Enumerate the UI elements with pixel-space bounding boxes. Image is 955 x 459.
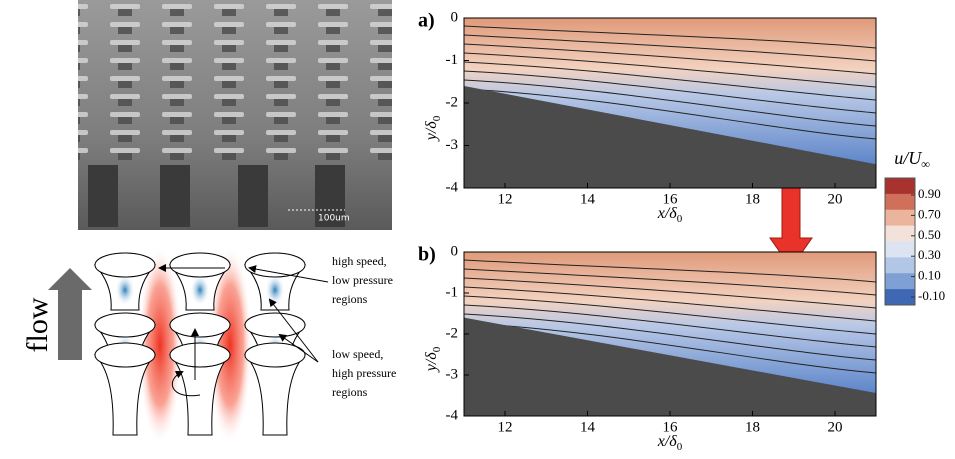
annotation: regions: [332, 385, 368, 399]
funnel-top: [245, 253, 305, 277]
funnel-core: [115, 274, 135, 306]
y-axis-label-sub: 0: [431, 346, 443, 352]
funnel-top: [170, 343, 230, 367]
colorbar-segment: [885, 178, 915, 194]
y-axis-label-sub: 0: [431, 115, 443, 121]
colorbar-segment: [885, 257, 915, 273]
schematic: [48, 245, 328, 445]
y-tick-label: -2: [446, 94, 459, 110]
funnel-top: [170, 253, 230, 277]
panel-label: b): [418, 244, 436, 266]
flow-label: flow: [21, 297, 54, 352]
figure: 100um flow high speed, low pressure region…: [0, 0, 955, 454]
y-tick-label: -1: [446, 52, 459, 68]
x-axis-label: x/δ0: [657, 433, 683, 453]
colorbar-title-main: u/U: [894, 148, 922, 168]
y-axis-label-main: y/δ: [423, 352, 440, 374]
y-tick-label: -4: [446, 407, 459, 423]
x-axis-label-sub: 0: [677, 441, 683, 453]
y-tick-label: -3: [446, 137, 459, 153]
annotation: regions: [332, 292, 368, 306]
x-axis-label-main: x/δ: [657, 433, 678, 450]
x-tick-label: 14: [580, 419, 596, 435]
colorbar-title-sub: ∞: [921, 157, 930, 171]
sem-pillars: [78, 0, 392, 160]
annotation: low pressure: [332, 273, 393, 287]
funnel-top: [95, 313, 155, 337]
funnel-core: [265, 274, 285, 306]
y-tick-label: 0: [451, 243, 459, 259]
x-tick-label: 18: [745, 191, 760, 207]
colorbar-tick-label: 0.50: [918, 227, 941, 242]
x-tick-label: 14: [580, 191, 596, 207]
colorbar-tick-label: 0.90: [918, 186, 941, 201]
x-tick-label: 12: [498, 191, 513, 207]
funnel-core: [190, 274, 210, 306]
colorbar-segment: [885, 210, 915, 226]
y-axis-label: y/δ0: [423, 346, 443, 373]
funnel-top: [95, 343, 155, 367]
scale-label: 100um: [318, 214, 350, 224]
x-axis-label-main: x/δ: [657, 205, 678, 222]
annotation: high pressure: [332, 366, 396, 380]
y-tick-label: -1: [446, 284, 459, 300]
colorbar-segment: [885, 242, 915, 258]
colorbar-segment: [885, 194, 915, 210]
y-tick-label: -2: [446, 325, 459, 341]
x-tick-label: 20: [828, 419, 843, 435]
panel-label: a): [418, 10, 435, 32]
x-tick-label: 20: [828, 191, 843, 207]
y-axis-label: y/δ0: [423, 115, 443, 142]
colorbar-tick-label: -0.10: [918, 288, 945, 303]
colorbar-segment: [885, 289, 915, 305]
colorbar-tick-label: 0.30: [918, 247, 941, 262]
colorbar-tick-label: 0.10: [918, 268, 941, 283]
colorbar-segment: [885, 273, 915, 289]
colorbar-segment: [885, 226, 915, 242]
y-tick-label: -3: [446, 366, 459, 382]
y-tick-label: -4: [446, 179, 459, 195]
annotation: low speed,: [332, 347, 383, 361]
funnel-top: [170, 313, 230, 337]
colorbar-title: u/U∞: [894, 148, 930, 171]
x-axis-label: x/δ0: [657, 205, 683, 225]
funnel-top: [95, 253, 155, 277]
x-axis-label-sub: 0: [677, 213, 683, 225]
y-axis-label-main: y/δ: [423, 121, 440, 143]
annotation: high speed,: [332, 254, 387, 268]
x-tick-label: 12: [498, 419, 513, 435]
y-tick-label: 0: [451, 9, 459, 25]
x-tick-label: 18: [745, 419, 760, 435]
colorbar-tick-label: 0.70: [918, 206, 941, 221]
